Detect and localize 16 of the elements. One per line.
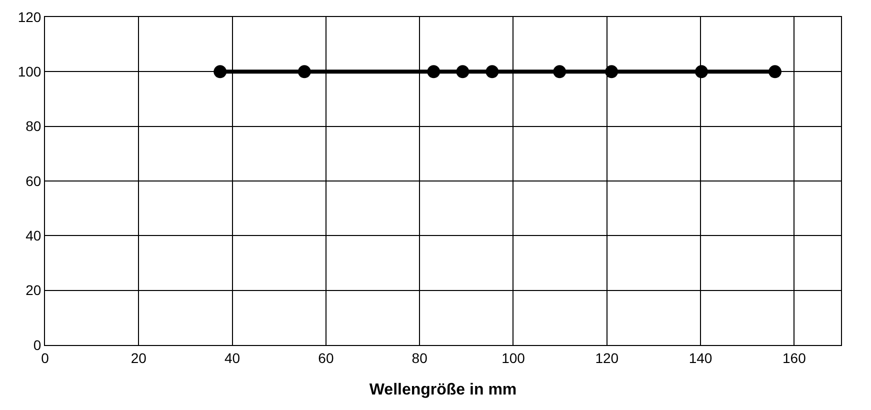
y-tick-label: 100 bbox=[18, 64, 42, 80]
y-tick-label: 0 bbox=[33, 336, 42, 353]
y-tick-label: 120 bbox=[18, 8, 42, 25]
x-tick-label: 120 bbox=[595, 350, 619, 366]
x-tick-label: 60 bbox=[318, 350, 334, 366]
x-tick-label: 20 bbox=[130, 350, 147, 366]
x-tick-label: 40 bbox=[224, 350, 240, 366]
x-tick-label: 160 bbox=[782, 350, 806, 366]
y-tick-label: 80 bbox=[26, 118, 42, 134]
y-tick-label: 60 bbox=[26, 172, 42, 189]
x-tick-label: 100 bbox=[502, 350, 526, 366]
y-tick-label: 40 bbox=[26, 228, 42, 244]
x-axis-title: Wellengröße in mm bbox=[369, 382, 517, 398]
x-tick-label: 80 bbox=[412, 350, 428, 366]
x-tick-label: 140 bbox=[688, 350, 712, 366]
y-tick-label: 20 bbox=[26, 282, 42, 298]
